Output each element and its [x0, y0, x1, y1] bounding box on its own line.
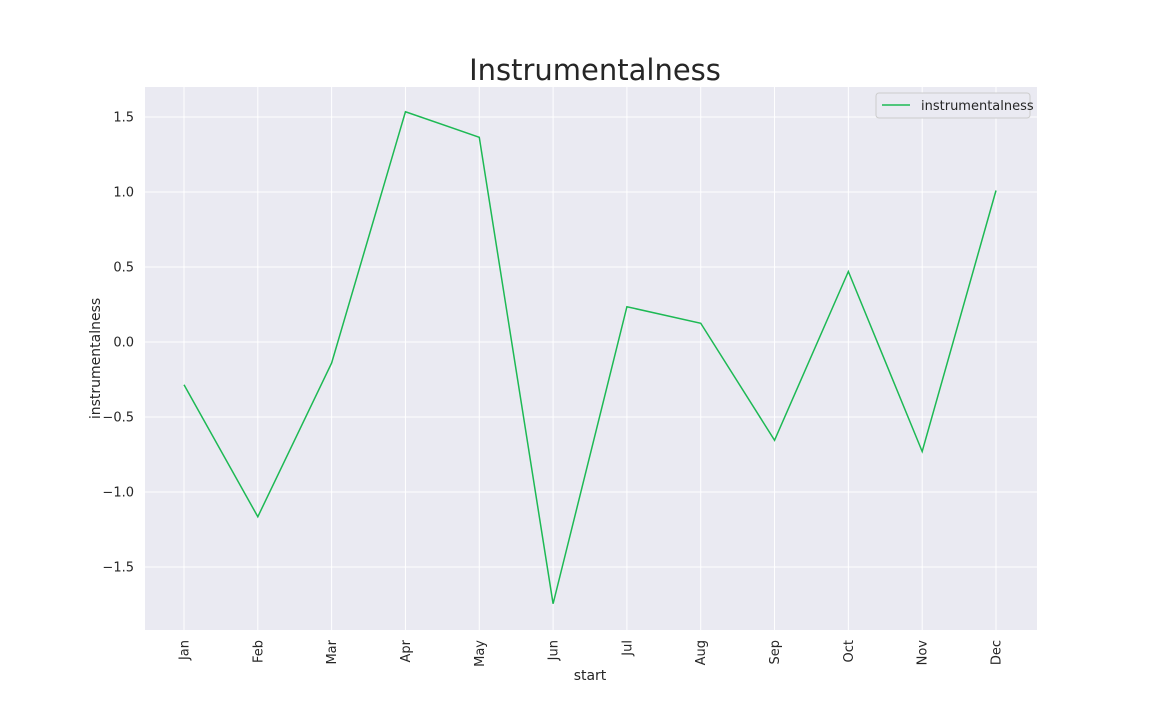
grid-lines: [145, 87, 1037, 630]
y-tick-label: 1.5: [113, 111, 134, 126]
y-tick-labels: −1.5 −1.0 −0.5 0.0 0.5 1.0 1.5: [102, 111, 134, 576]
y-tick-label: −0.5: [102, 411, 134, 426]
y-tick-label: −1.0: [102, 486, 134, 501]
y-tick-label: −1.5: [102, 561, 134, 576]
x-tick-label: Dec: [990, 640, 1005, 665]
x-tick-label: Jul: [620, 640, 635, 657]
series-line-instrumentalness: [183, 110, 997, 604]
legend: instrumentalness: [875, 92, 1034, 119]
chart-title: Instrumentalness: [469, 53, 721, 87]
plot-background: [145, 87, 1037, 630]
y-tick-label: 1.0: [113, 186, 134, 201]
x-tick-label: Sep: [768, 640, 783, 665]
y-tick-label: 0.0: [113, 336, 134, 351]
y-axis-label: instrumentalness: [88, 298, 104, 419]
x-tick-label: Feb: [251, 640, 266, 663]
x-tick-labels: Jan Feb Mar Apr May Jun Jul Aug Sep Oct Nov Dec: [178, 639, 1005, 667]
x-tick-label: Jan: [178, 640, 193, 661]
x-tick-label: Aug: [694, 640, 709, 665]
x-axis-label: start: [574, 668, 607, 684]
x-tick-label: Oct: [842, 640, 857, 662]
x-tick-label: Apr: [399, 639, 414, 662]
legend-label: instrumentalness: [921, 99, 1034, 114]
x-tick-label: Nov: [916, 640, 931, 666]
legend-box: [875, 92, 1031, 119]
x-tick-label: Mar: [325, 639, 340, 664]
x-tick-label: Jun: [547, 640, 562, 661]
x-tick-label: May: [473, 640, 488, 667]
y-tick-label: 0.5: [113, 261, 134, 276]
